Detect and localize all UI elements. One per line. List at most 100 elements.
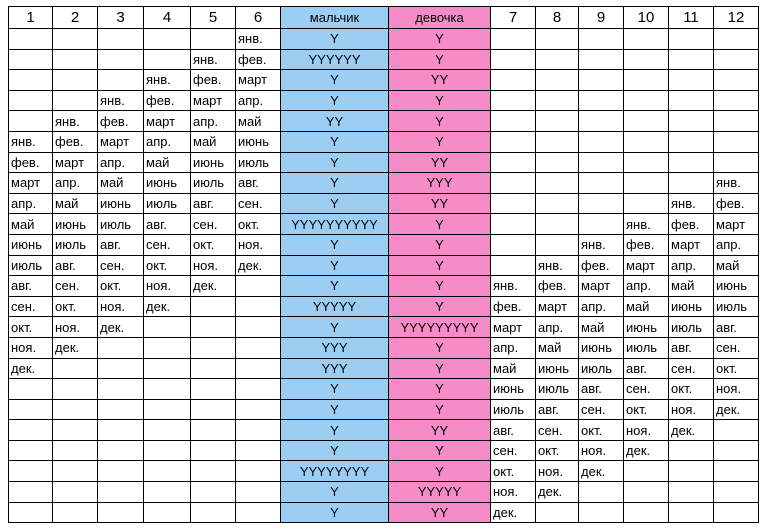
cell: YY [388,501,491,524]
cell: Y [280,501,389,524]
cell: март [143,110,191,132]
cell [97,28,144,50]
cell: апр. [52,172,98,194]
header-cell: 9 [578,6,624,29]
row: апр. май июнь июль авг. сен. Y YY янв. фев. [8,192,759,215]
cell: Y [280,28,389,50]
cell: янв. [490,275,536,297]
cell [8,439,53,462]
cell: Y [280,89,389,112]
cell [97,357,144,380]
cell: сен. [235,192,281,215]
cell: Y [280,439,389,462]
cell [235,501,281,524]
cell [235,357,281,380]
cell: июль [668,316,714,338]
cell: Y [388,275,491,297]
cell: ноя. [143,275,191,297]
cell: март [578,275,624,297]
cell: июнь [235,130,281,153]
cell: ноя. [535,460,579,483]
cell: июль [578,357,624,380]
cell: Y [280,233,389,256]
cell [8,378,53,400]
cell: июнь [8,233,53,256]
row: Y YY дек. [8,501,759,524]
cell: Y [280,130,389,153]
cell [668,69,714,91]
cell: сен. [713,336,759,359]
cell: янв. [713,172,759,194]
cell: фев. [578,254,624,277]
cell [490,233,536,256]
cell: апр. [490,336,536,359]
cell [623,151,669,174]
cell [52,89,98,112]
cell [52,378,98,400]
cell [623,460,669,483]
cell [490,151,536,174]
cell: авг. [578,378,624,400]
cell: май [52,192,98,215]
cell: июнь [52,213,98,235]
cell [8,460,53,483]
cell: июль [490,398,536,421]
cell [668,172,714,194]
row: янв. Y Y [8,28,759,50]
cell: май [713,254,759,277]
cell: янв. [668,192,714,215]
cell: июль [52,233,98,256]
cell [490,89,536,112]
cell [668,48,714,71]
cell: май [235,110,281,132]
cell [52,460,98,483]
cell [190,28,236,50]
cell: апр. [623,275,669,297]
cell: Y [280,378,389,400]
cell [578,151,624,174]
cell [52,357,98,380]
cell [578,69,624,91]
cell: дек. [623,439,669,462]
cell [713,419,759,441]
cell [713,110,759,132]
cell: апр. [97,151,144,174]
cell [97,481,144,503]
cell: ноя. [490,481,536,503]
header-cell: мальчик [280,6,389,29]
cell [713,48,759,71]
cell [668,28,714,50]
cell: YYYYYYYY [280,460,389,483]
cell: июнь [490,378,536,400]
cell: дек. [52,336,98,359]
cell [143,378,191,400]
header-cell: 10 [623,6,669,29]
cell [713,460,759,483]
cell [490,172,536,194]
cell: Y [280,254,389,277]
cell [623,501,669,524]
cell: март [97,130,144,153]
cell [490,28,536,50]
cell [143,439,191,462]
cell [713,501,759,524]
row: Y YY авг. сен. окт. ноя. дек. [8,419,759,441]
cell: окт. [535,439,579,462]
cell: Y [280,398,389,421]
cell [97,69,144,91]
cell: сен. [668,357,714,380]
cell: фев. [97,110,144,132]
cell [143,48,191,71]
cell: YYYYY [388,481,491,503]
cell [190,419,236,441]
cell: май [668,275,714,297]
header-cell: 7 [490,6,536,29]
cell: янв. [235,28,281,50]
cell: YY [280,110,389,132]
cell: фев. [490,295,536,318]
cell: Y [388,460,491,483]
header-cell: 8 [535,6,579,29]
cell [713,151,759,174]
